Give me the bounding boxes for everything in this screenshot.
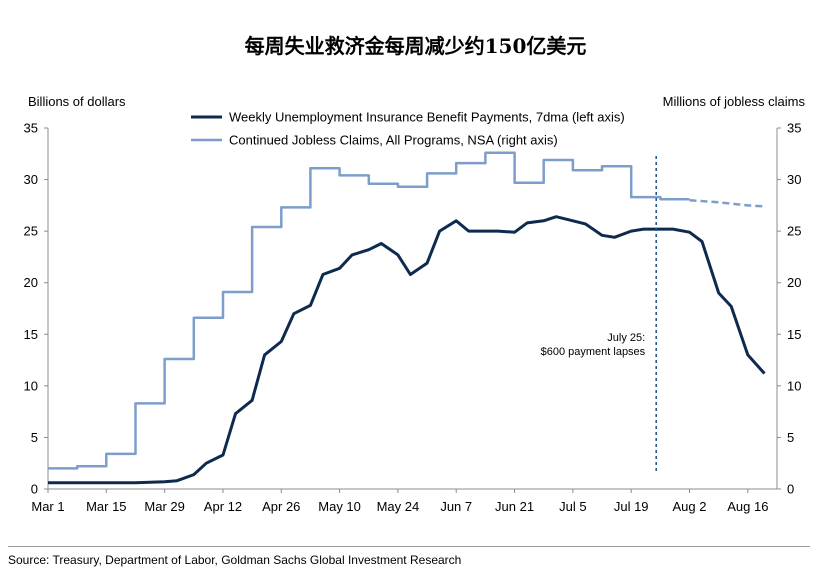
series-jobless-claims	[48, 151, 690, 470]
legend-label-2: Continued Jobless Claims, All Programs, …	[229, 133, 558, 148]
right-tick-label: 30	[787, 172, 801, 187]
annotation-line-2: $600 payment lapses	[541, 346, 646, 358]
x-tick-label: Jul 5	[559, 499, 586, 514]
x-tick-label: Apr 26	[262, 499, 300, 514]
x-tick-label: May 10	[318, 499, 361, 514]
x-tick-label: Jun 21	[495, 499, 534, 514]
left-tick-label: 0	[31, 482, 38, 497]
x-tick-label: Jun 7	[440, 499, 472, 514]
right-tick-label: 20	[787, 275, 801, 290]
left-tick-label: 30	[24, 172, 38, 187]
right-tick-label: 15	[787, 327, 801, 342]
series-group	[48, 151, 766, 485]
right-axis-unit-label: Millions of jobless claims	[662, 94, 805, 109]
series-jobless-claims-projection	[689, 198, 765, 208]
left-tick-label: 10	[24, 378, 38, 393]
annotation-line-1: July 25:	[607, 332, 645, 344]
left-tick-label: 5	[31, 430, 38, 445]
right-tick-label: 35	[787, 121, 801, 136]
x-tick-label: May 24	[377, 499, 420, 514]
x-tick-label: Mar 29	[144, 499, 184, 514]
legend-label-1: Weekly Unemployment Insurance Benefit Pa…	[229, 110, 625, 125]
source-note: Source: Treasury, Department of Labor, G…	[8, 553, 462, 567]
right-axis-ticks: 0 5 10 15 20 25 30 35	[777, 121, 801, 497]
x-tick-label: Mar 1	[31, 499, 64, 514]
x-tick-label: Apr 12	[204, 499, 242, 514]
annotation-group: July 25: $600 payment lapses	[541, 156, 657, 471]
right-tick-label: 0	[787, 482, 794, 497]
x-axis-ticks: Mar 1 Mar 15 Mar 29 Apr 12 Apr 26 May 10 May 2…	[31, 489, 768, 514]
left-tick-label: 35	[24, 121, 38, 136]
chart-title: 每周失业救济金每周减少约150亿美元	[244, 34, 587, 58]
x-tick-label: Jul 19	[614, 499, 649, 514]
legend: Weekly Unemployment Insurance Benefit Pa…	[191, 110, 625, 148]
right-tick-label: 5	[787, 430, 794, 445]
right-tick-label: 25	[787, 224, 801, 239]
footer-divider	[8, 546, 810, 547]
x-tick-label: Aug 2	[673, 499, 707, 514]
x-tick-label: Mar 15	[86, 499, 126, 514]
left-tick-label: 20	[24, 275, 38, 290]
axes	[47, 128, 778, 490]
left-tick-label: 25	[24, 224, 38, 239]
left-tick-label: 15	[24, 327, 38, 342]
x-tick-label: Aug 16	[727, 499, 768, 514]
left-axis-ticks: 0 5 10 15 20 25 30 35	[24, 121, 48, 497]
left-axis-unit-label: Billions of dollars	[28, 94, 126, 109]
right-tick-label: 10	[787, 378, 801, 393]
series-benefit-payments	[48, 215, 766, 485]
